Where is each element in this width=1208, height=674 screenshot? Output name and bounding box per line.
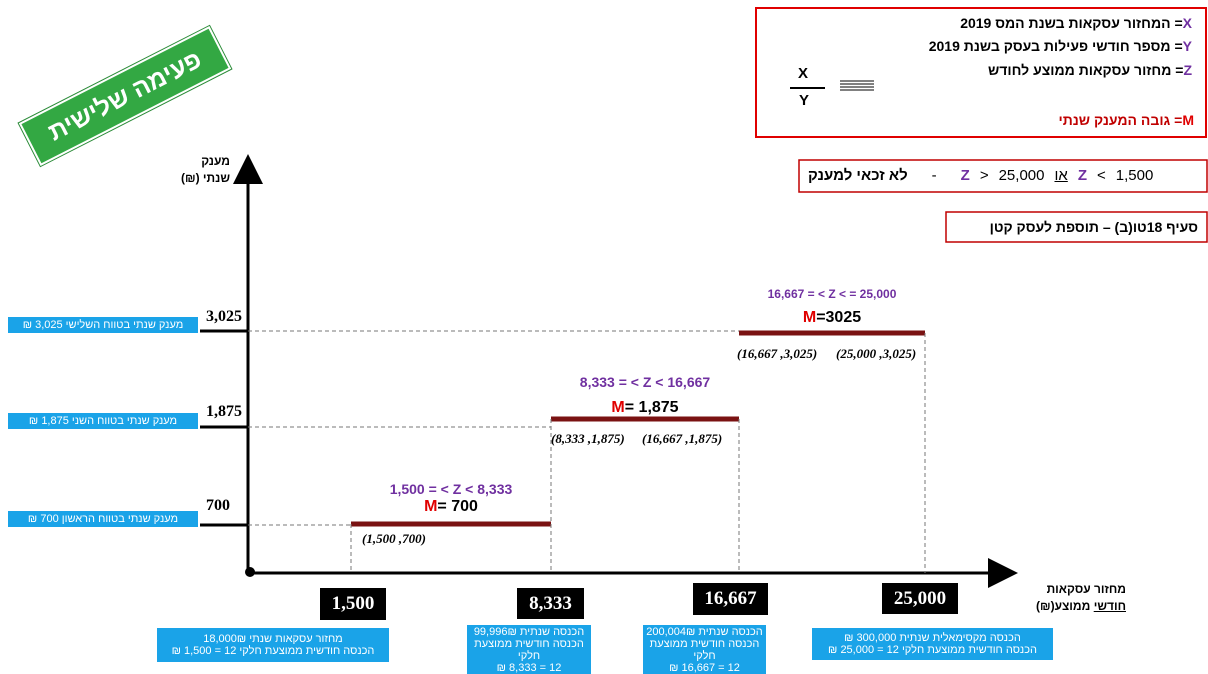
x-tick-note-line: מחזור עסקאות שנתי 18,000₪ xyxy=(203,633,343,645)
legend-symbol: Z xyxy=(1183,62,1192,78)
step-range: 8,333 = < Z < 16,667 xyxy=(579,374,711,390)
legend-box xyxy=(755,7,1207,138)
x-axis-label-underlined: חודשי xyxy=(1093,599,1126,613)
section-box xyxy=(945,211,1208,243)
step-m: M= 700 xyxy=(351,499,551,515)
legend-symbol: X xyxy=(1182,15,1192,31)
point-label: (25,000 ,3,025) xyxy=(836,346,917,361)
level-tick-label: 3,025 xyxy=(206,308,242,325)
x-tick-note-line: הכנסה חודשית ממוצעת חלקי xyxy=(649,637,760,662)
legend-line: = המחזור עסקאות בשנת המס 2019X xyxy=(960,16,1192,30)
x-axis-label: חודשי ממוצע(₪) xyxy=(1036,600,1126,612)
x-tick-note: הכנסה שנתית 200,004₪ הכנסה חודשית ממוצעת … xyxy=(643,625,766,674)
y-axis-label: שנתי (₪) xyxy=(180,171,230,185)
cond-operator: < xyxy=(1096,167,1106,184)
x-tick-note-line: הכנסה חודשית ממוצעת חלקי 12 = 1,500 ₪ xyxy=(171,645,375,657)
ineligible-text: לא זכאי למענק xyxy=(808,167,908,184)
legend-text: = מספר חודשי פעילות בעסק בשנת 2019 xyxy=(928,38,1183,54)
cond-symbol: Z xyxy=(960,167,970,184)
x-tick-note-line: הכנסה חודשית ממוצעת חלקי 12 = 25,000 ₪ xyxy=(828,644,1037,656)
legend-text: = מחזור עסקאות ממוצע לחודש xyxy=(988,62,1184,78)
origin xyxy=(245,567,255,577)
legend-symbol: Y xyxy=(1182,38,1192,54)
x-tick-note-line: הכנסה מקסימאלית שנתית 300,000 ₪ xyxy=(844,632,1021,644)
cond-operator: > xyxy=(979,167,989,184)
x-tick-note: מחזור עסקאות שנתי 18,000₪ הכנסה חודשית ממ… xyxy=(157,628,389,662)
legend-line: = מספר חודשי פעילות בעסק בשנת 2019Y xyxy=(929,39,1192,53)
step-m-text: =3025 xyxy=(816,309,862,326)
ineligible-box xyxy=(798,159,1208,193)
step-m-symbol: M xyxy=(802,309,817,326)
step-m-text: = 1,875 xyxy=(624,399,679,416)
section-note: סעיף 18טו(ב) – תוספת לעסק קטן xyxy=(989,219,1198,235)
level-note: מענק שנתי בטווח השלישי 3,025 ₪ xyxy=(8,317,198,333)
x-tick-label: 8,333 xyxy=(517,588,584,619)
x-tick-label: 16,667 xyxy=(693,583,768,615)
x-tick-note-line: הכנסה שנתית 99,996₪ xyxy=(473,625,585,638)
x-axis-label: מחזור עסקאות xyxy=(1046,582,1126,596)
step-m-text: = 700 xyxy=(437,498,478,515)
step-range: 16,667 = < Z < = 25,000 xyxy=(767,287,897,301)
ineligible-or: או xyxy=(1054,167,1068,184)
point-label: (1,500 ,700) xyxy=(362,531,426,546)
m-line-symbol: M xyxy=(1182,112,1194,128)
point-label: (16,667 ,3,025) xyxy=(737,346,818,361)
x-tick-note: הכנסה שנתית 99,996₪ הכנסה חודשית ממוצעת ח… xyxy=(467,625,591,674)
point-label: (16,667 ,1,875) xyxy=(642,431,723,446)
step-m: M= 1,875 xyxy=(545,400,745,416)
cond-value: 1,500 xyxy=(1115,167,1154,184)
step-range: 1,500 = < Z < 8,333 xyxy=(389,481,513,497)
cond-value: 25,000 xyxy=(998,167,1045,184)
x-tick-note: הכנסה מקסימאלית שנתית 300,000 ₪ הכנסה חוד… xyxy=(812,628,1053,660)
x-tick-label: 1,500 xyxy=(320,588,386,620)
x-tick-note-line: הכנסה חודשית ממוצעת חלקי xyxy=(474,637,584,662)
x-tick-label: 25,000 xyxy=(882,583,958,614)
m-line-text: = גובה המענק שנתי xyxy=(1058,112,1183,128)
step-m: M=3025 xyxy=(732,310,932,326)
m-line: = גובה המענק שנתיM xyxy=(1058,113,1194,127)
fraction-numerator: X xyxy=(798,65,809,82)
level-note: מענק שנתי בטווח הראשון 700 ₪ xyxy=(8,511,198,527)
cond-symbol: Z xyxy=(1077,167,1087,184)
x-tick-note-line: הכנסה שנתית 200,004₪ xyxy=(646,625,763,638)
x-tick-note-line: 12 = 8,333 ₪ xyxy=(496,661,562,674)
y-axis-label: מענק xyxy=(201,154,230,168)
step-m-symbol: M xyxy=(424,498,438,515)
step-m-symbol: M xyxy=(611,399,625,416)
ineligible-row: לא זכאי למענק - Z > 25,000 או Z < 1,500 xyxy=(808,168,1153,183)
level-note: מענק שנתי בטווח השני 1,875 ₪ xyxy=(8,413,198,429)
x-axis-label-rest: ממוצע(₪) xyxy=(1035,599,1091,613)
legend-line: = מחזור עסקאות ממוצע לחודשZ xyxy=(988,63,1192,77)
x-tick-note-line: 12 = 16,667 ₪ xyxy=(669,661,740,674)
level-tick-label: 700 xyxy=(206,497,230,514)
ineligible-dash: - xyxy=(931,167,937,184)
point-label: (8,333 ,1,875) xyxy=(551,431,625,446)
fraction-denominator: Y xyxy=(799,92,810,109)
equiv-sign xyxy=(840,80,874,91)
level-tick-label: 1,875 xyxy=(206,403,242,420)
legend-text: = המחזור עסקאות בשנת המס 2019 xyxy=(960,15,1183,31)
